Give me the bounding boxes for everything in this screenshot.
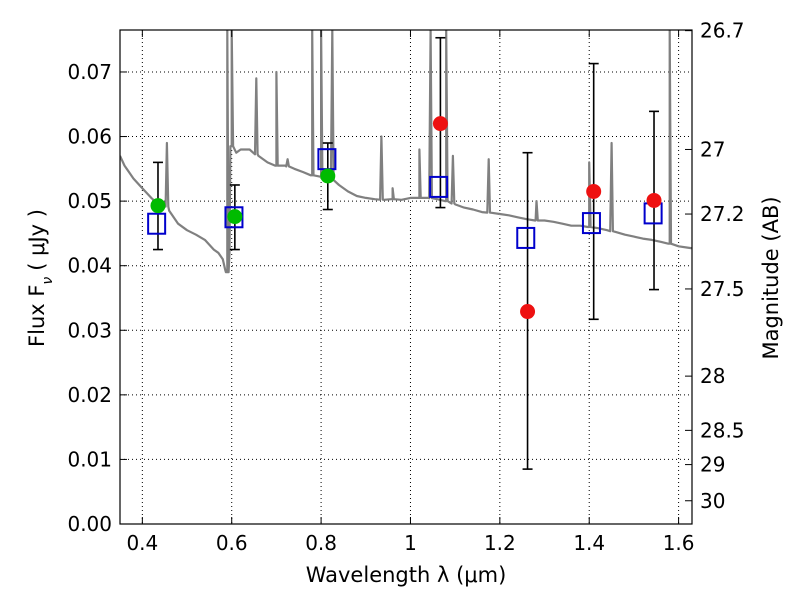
model-square-marker xyxy=(224,206,244,229)
x-tick-labels: 0.4 0.6 0.8 1 1.2 1.4 1.6 xyxy=(126,531,694,555)
observed-point-marker xyxy=(586,183,602,199)
y-tick-label: 0.06 xyxy=(67,125,112,149)
y-axis-label-main: Flux F xyxy=(25,285,49,347)
model-square-marker xyxy=(429,175,449,198)
y-right-tick-label: 27.2 xyxy=(700,202,745,226)
x-tick-label: 0.6 xyxy=(216,531,248,555)
plot-area xyxy=(120,30,692,470)
grid xyxy=(120,30,692,525)
y-right-tick-label: 29 xyxy=(700,453,725,477)
x-tick-label: 1.6 xyxy=(663,531,695,555)
y-axis-label: Flux Fν ( μJy ) xyxy=(25,209,56,347)
y-right-axis-label: Magnitude (AB) xyxy=(759,196,783,359)
spectrum-line xyxy=(120,30,692,274)
y-tick-label: 0.01 xyxy=(67,447,112,471)
y-right-tick-label: 30 xyxy=(700,489,725,513)
y-tick-label: 0.02 xyxy=(67,383,112,407)
y-right-tick-label: 28.5 xyxy=(700,418,745,442)
observed-point-marker xyxy=(320,168,336,184)
x-tick-label: 1 xyxy=(404,531,417,555)
x-tick-label: 0.4 xyxy=(126,531,158,555)
y-tick-label: 0.07 xyxy=(67,60,112,84)
axis-ticks xyxy=(120,30,692,525)
y-right-tick-label: 27 xyxy=(700,137,725,161)
y-right-tick-label: 28 xyxy=(700,364,725,388)
y-right-tick-label: 27.5 xyxy=(700,277,745,301)
y-right-tick-label: 26.7 xyxy=(700,19,745,43)
x-axis-label: Wavelength λ (μm) xyxy=(306,563,507,587)
y-tick-label: 0.04 xyxy=(67,254,112,278)
y-tick-label: 0.03 xyxy=(67,318,112,342)
observed-point-marker xyxy=(150,198,166,214)
model-square-marker xyxy=(516,226,536,249)
y-tick-labels: 0.00 0.01 0.02 0.03 0.04 0.05 0.06 0.07 xyxy=(67,60,112,536)
observed-point-marker xyxy=(227,209,243,225)
model-square-marker xyxy=(581,212,601,235)
x-tick-label: 1.2 xyxy=(484,531,516,555)
x-tick-label: 1.4 xyxy=(573,531,605,555)
data-markers xyxy=(147,116,663,320)
observed-point-marker xyxy=(520,304,536,320)
model-square-marker xyxy=(147,212,167,235)
plot-frame xyxy=(119,29,693,525)
observed-point-marker xyxy=(646,192,662,208)
y-right-tick-labels: 26.7 27 27.2 27.5 28 28.5 29 30 xyxy=(700,19,745,513)
y-tick-label: 0.05 xyxy=(67,189,112,213)
x-tick-label: 0.8 xyxy=(305,531,337,555)
observed-point-marker xyxy=(432,116,448,132)
y-tick-label: 0.00 xyxy=(67,512,112,536)
y-axis-label-subscript: ν xyxy=(40,277,56,285)
y-axis-label-unit: ( μJy ) xyxy=(25,209,49,271)
model-spectrum xyxy=(120,30,692,274)
